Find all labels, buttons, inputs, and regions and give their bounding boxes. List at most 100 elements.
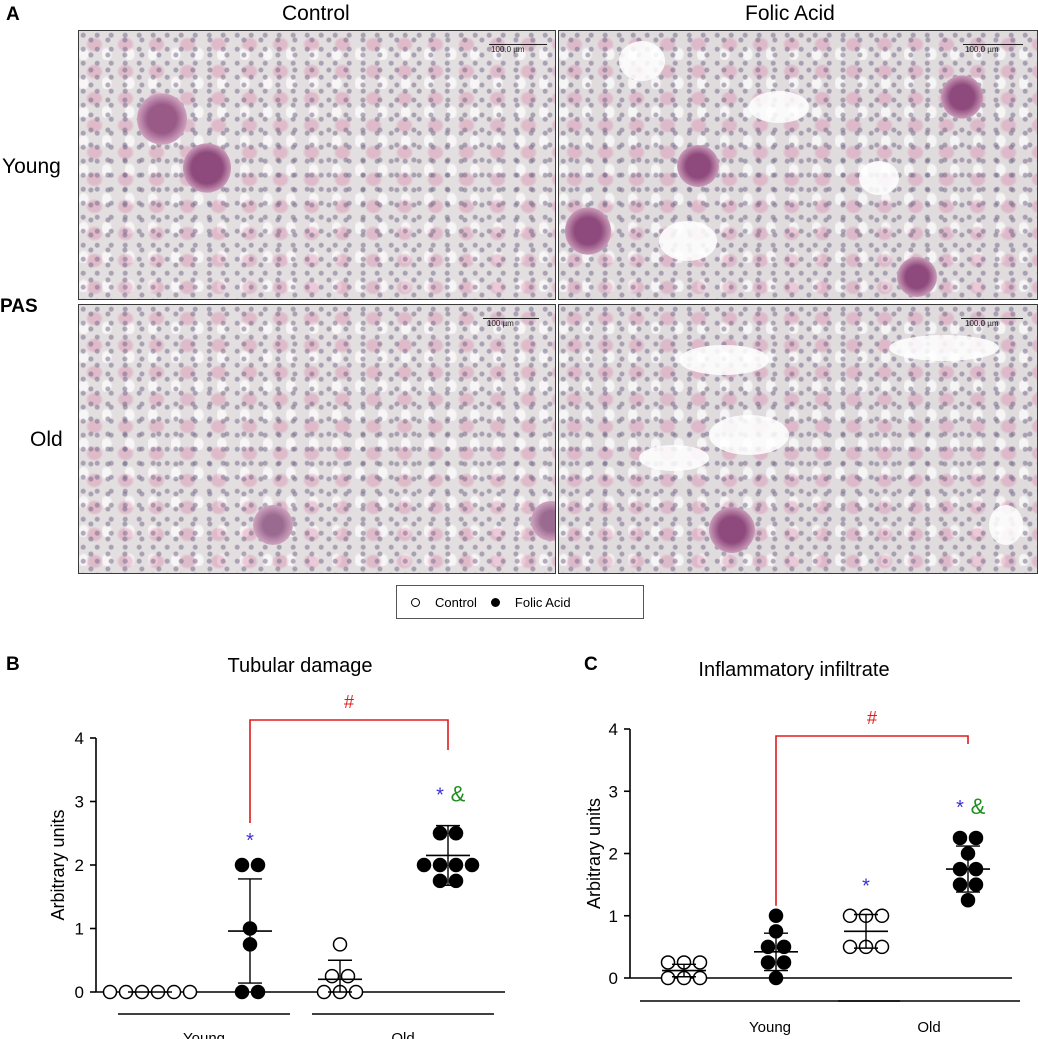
dilated-tubule [659,221,717,261]
dilated-tubule [679,345,769,375]
dilated-tubule [859,161,899,195]
y-tick-label: 0 [609,969,618,988]
significance-ampersand: & [451,782,466,807]
data-point [768,908,784,923]
significance-bracket [249,719,449,823]
data-point [432,826,448,841]
data-point [432,857,448,873]
row-header-old: Old [30,428,63,451]
bracket-symbol: # [867,708,877,728]
dilated-tubule [889,335,999,361]
y-axis-label: Arbitrary units [48,809,68,920]
glomerulus [565,207,611,255]
scale-bar-label: 100 µm [487,319,514,328]
y-tick-label: 2 [75,856,84,875]
legend: Control Folic Acid [396,585,644,619]
y-tick-label: 1 [609,907,618,926]
scale-bar-label: 100.0 µm [965,45,999,54]
data-point [448,826,464,841]
dilated-tubule [709,415,789,455]
legend-label-control: Control [435,594,477,610]
legend-label-folic-acid: Folic Acid [514,594,571,610]
data-point [234,984,250,1000]
glomerulus [677,145,719,187]
glomerulus [941,75,983,119]
group-label: Old [391,1030,414,1039]
scale-bar [489,44,547,45]
significance-ampersand: & [971,794,986,819]
glomerulus [137,93,187,145]
data-point [432,873,448,889]
y-tick-label: 3 [609,782,618,801]
filled-circle-icon [490,597,500,607]
data-point [332,937,348,952]
data-point [874,939,890,955]
data-point [692,970,708,986]
significance-star: * [956,797,964,819]
data-point [842,939,858,955]
data-point [182,984,198,1000]
glomerulus [897,257,937,297]
dilated-tubule [619,41,665,81]
panel-letter: C [584,654,598,675]
data-point [968,877,984,892]
open-circle-icon [411,597,420,607]
data-point [324,968,340,984]
data-point [250,984,266,1000]
data-point [464,857,480,873]
data-point [776,939,792,955]
micrograph-old-control: 100 µm [78,304,556,574]
scale-bar [961,318,1023,319]
significance-star: * [862,876,870,898]
y-axis-label: Arbitrary units [584,798,604,909]
data-point [952,877,968,892]
y-tick-label: 3 [75,793,84,812]
chart-title: Tubular damage [228,655,373,677]
data-point [692,955,708,970]
row-header-young: Young [2,155,61,178]
column-header-control: Control [282,2,350,25]
data-point [952,830,968,846]
chart-title: Inflammatory infiltrate [698,659,889,681]
dilated-tubule [639,445,709,471]
panel-letter: B [6,654,20,675]
chart-tubular-damage: B Tubular damage 0 1 2 3 4 Arbitrary units Young… [6,654,505,1039]
data-point [416,857,432,873]
glomerulus [183,143,231,193]
micrograph-young-folic-acid: 100.0 µm [558,30,1038,300]
stain-label-pas: PAS [0,296,38,317]
data-point [842,908,858,923]
data-point [102,984,118,1000]
data-point [448,857,464,873]
data-point [768,970,784,986]
dilated-tubule [989,505,1023,545]
dilated-tubule [749,91,809,123]
data-point [760,955,776,970]
group-label: Young [183,1030,225,1039]
data-point [776,955,792,970]
glomerulus [253,505,293,545]
column-header-folic-acid: Folic Acid [745,2,835,25]
data-point [960,892,976,908]
significance-star: * [246,830,254,852]
scale-bar-label: 100.0 µm [491,45,525,54]
data-point [340,968,356,984]
glomerulus [709,507,755,553]
glomerulus [531,501,555,541]
data-point [874,908,890,923]
chart-inflammatory-infiltrate: C Inflammatory infiltrate 0 1 2 3 4 Arbitrary u… [584,654,1020,1036]
y-tick-label: 4 [75,729,84,748]
data-point [760,939,776,955]
data-point [660,955,676,970]
y-tick-label: 0 [75,983,84,1002]
data-point [250,857,266,873]
significance-bracket [775,735,969,906]
data-point [234,857,250,873]
y-tick-label: 4 [609,720,618,739]
micrograph-old-folic-acid: 100.0 µm [558,304,1038,574]
scale-bar [483,318,539,319]
data-point [968,830,984,846]
y-tick-label: 1 [75,920,84,939]
data-point [660,970,676,986]
panel-a-letter: A [6,4,20,25]
